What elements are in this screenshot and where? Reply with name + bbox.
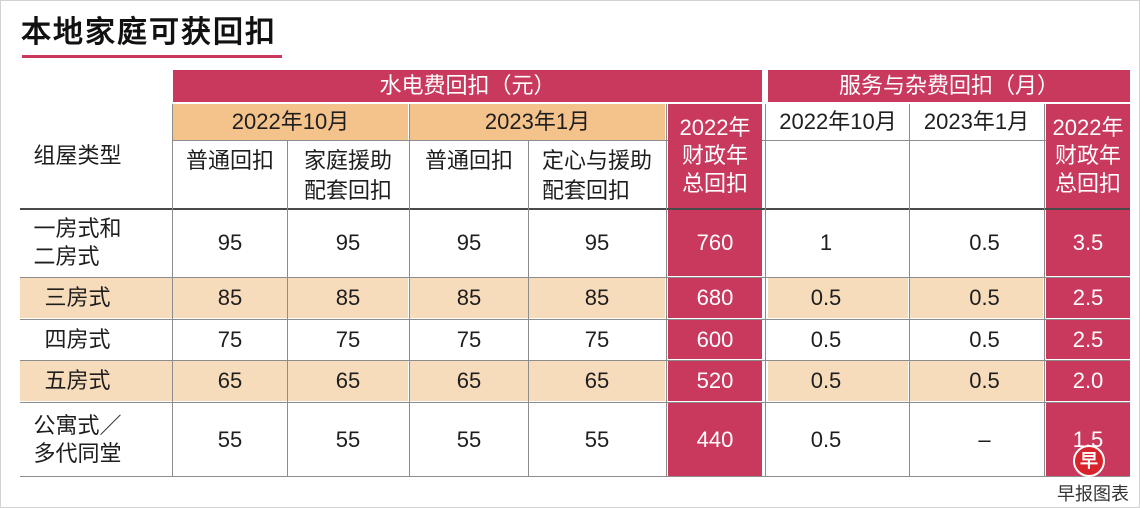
- utility-rebate-value: 85: [288, 278, 408, 318]
- table-divider: [20, 208, 1130, 210]
- utility-total-value: 600: [668, 320, 762, 359]
- service-rebate-value: 1: [819, 230, 833, 255]
- utility-rebate-value: 75: [217, 326, 243, 352]
- table-divider: [20, 360, 1130, 361]
- subcolumn-label: 家庭援助 配套回扣: [303, 148, 392, 203]
- service-rebate-value: 0.5: [768, 278, 908, 318]
- flat-type-cell: 五房式: [20, 361, 172, 401]
- service-rebate-value: 0.5: [969, 230, 1000, 255]
- utility-rebate-value: 85: [173, 278, 287, 318]
- utility-rebate-value: 75: [456, 326, 482, 352]
- service-rebate-value: 0.5: [768, 361, 908, 401]
- subcolumn-label: 定心与援助 配套回扣: [541, 148, 652, 203]
- table-divider: [765, 104, 766, 477]
- flat-type-cell: 三房式: [20, 278, 172, 318]
- service-total-header: 2022年 财政年 总回扣: [1046, 104, 1130, 208]
- source-credit: 早报图表: [1057, 484, 1129, 504]
- title-underline: [22, 55, 282, 58]
- flat-type-cell: 一房式和 二房式: [20, 210, 172, 276]
- utility-total-value: 440: [668, 403, 762, 476]
- flat-type-cell: 公寓式／ 多代同堂: [20, 403, 172, 476]
- service-rebate-value: 0.5: [910, 361, 1043, 401]
- utility-rebate-value: 65: [288, 361, 408, 401]
- flat-type-label: 三房式: [44, 285, 111, 310]
- utility-period-header: 2022年10月: [173, 104, 408, 140]
- flat-type-cell: 四房式: [20, 320, 172, 359]
- service-period-header: 2022年10月: [779, 109, 897, 134]
- table-divider: [172, 140, 1130, 141]
- table-divider: [20, 402, 1130, 403]
- service-rebate-value: 0.5: [810, 426, 842, 452]
- service-rebate-value: –: [978, 426, 991, 452]
- utility-rebate-value: 95: [584, 230, 610, 255]
- table-divider: [1044, 104, 1045, 477]
- service-rebate-value: 0.5: [910, 278, 1043, 318]
- service-rebate-value: 0.5: [810, 326, 842, 352]
- utility-total-value: 520: [668, 361, 762, 401]
- utility-rebate-value: 95: [335, 230, 361, 255]
- utility-rebate-value: 55: [456, 426, 482, 452]
- service-total-value: 2.0: [1046, 361, 1130, 401]
- utility-rebate-value: 75: [584, 326, 610, 352]
- table-divider: [287, 141, 288, 477]
- utility-subcolumn-header: 普通回扣: [410, 141, 528, 208]
- flat-type-label: 四房式: [44, 326, 111, 352]
- zaobao-logo-icon: 早: [1073, 445, 1105, 477]
- utility-subcolumn-header: 定心与援助 配套回扣: [529, 141, 665, 208]
- service-rebate-value: 0.5: [969, 326, 1000, 352]
- row-header-label: 组屋类型: [33, 143, 122, 168]
- table-divider: [909, 104, 910, 477]
- chart-title: 本地家庭可获回扣: [21, 16, 277, 49]
- service-period-header: 2023年1月: [923, 109, 1030, 134]
- utility-total-header: 2022年 财政年 总回扣: [668, 104, 762, 208]
- flat-type-label: 一房式和 二房式: [33, 216, 122, 269]
- table-divider: [20, 476, 1130, 477]
- subcolumn-label: 普通回扣: [185, 148, 274, 173]
- utility-subcolumn-header: 普通回扣: [173, 141, 287, 208]
- table-divider: [409, 104, 410, 477]
- service-total-value: 2.5: [1046, 320, 1130, 359]
- service-rebate-group-header: 服务与杂费回扣（月）: [768, 70, 1130, 102]
- flat-type-label: 公寓式／ 多代同堂: [33, 412, 122, 466]
- utility-rebate-value: 65: [173, 361, 287, 401]
- utility-rebate-value: 75: [335, 326, 361, 352]
- utility-rebate-value: 55: [584, 426, 610, 452]
- utility-rebate-value: 85: [529, 278, 665, 318]
- utility-total-value: 760: [668, 210, 762, 276]
- utility-rebate-value: 65: [410, 361, 528, 401]
- utility-rebate-value: 55: [335, 426, 361, 452]
- table-divider: [20, 319, 1130, 320]
- table-divider: [666, 104, 667, 477]
- utility-rebate-value: 95: [456, 230, 482, 255]
- utility-period-header: 2023年1月: [410, 104, 665, 140]
- utility-total-value: 680: [668, 278, 762, 318]
- logo-glyph: 早: [1080, 451, 1098, 471]
- service-total-value: 3.5: [1046, 210, 1130, 276]
- service-total-value: 2.5: [1046, 278, 1130, 318]
- table-divider: [20, 277, 1130, 278]
- subcolumn-label: 普通回扣: [424, 148, 513, 173]
- utility-rebate-value: 95: [217, 230, 243, 255]
- table-divider: [172, 104, 173, 477]
- utility-rebate-group-header: 水电费回扣（元）: [173, 70, 762, 102]
- utility-rebate-value: 55: [217, 426, 243, 452]
- table-divider: [528, 141, 529, 477]
- utility-rebate-value: 85: [410, 278, 528, 318]
- flat-type-label: 五房式: [44, 368, 111, 393]
- utility-rebate-value: 65: [529, 361, 665, 401]
- utility-subcolumn-header: 家庭援助 配套回扣: [288, 141, 408, 208]
